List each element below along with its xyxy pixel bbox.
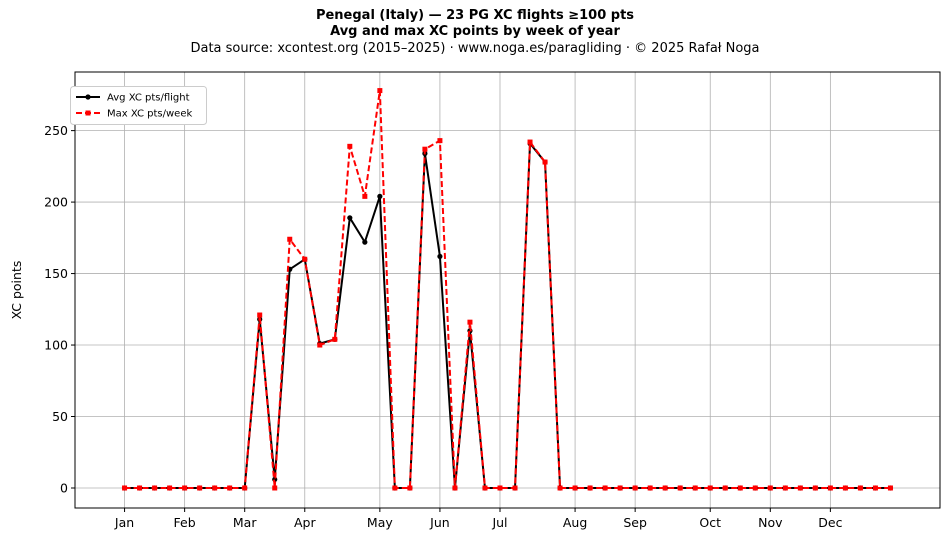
data-point-max — [197, 485, 203, 491]
data-point-max — [512, 485, 518, 491]
plot-frame — [74, 71, 941, 509]
x-tick-label: Jul — [491, 515, 507, 530]
legend-marker-0 — [85, 94, 91, 100]
grid-lines — [75, 72, 940, 508]
data-point-max — [452, 485, 458, 491]
data-point-max — [167, 485, 173, 491]
data-point-max — [467, 319, 473, 325]
data-point-max — [437, 138, 443, 144]
data-point-max — [377, 88, 383, 94]
data-point-max — [797, 485, 803, 491]
data-point-max — [812, 485, 818, 491]
y-tick-label: 200 — [44, 195, 68, 210]
x-tick-label: Mar — [233, 515, 257, 530]
x-tick-label: Oct — [699, 515, 721, 530]
x-tick-label: May — [367, 515, 393, 530]
data-point-max — [332, 336, 338, 342]
chart-title-line2: Avg and max XC points by week of year — [330, 24, 620, 39]
series-layer — [121, 88, 894, 491]
data-point-max — [872, 485, 878, 491]
data-point-max — [632, 485, 638, 491]
data-point-max — [527, 139, 533, 145]
data-point-max — [242, 485, 248, 491]
data-point-max — [647, 485, 653, 491]
data-point-max — [422, 146, 428, 152]
y-tick-label: 0 — [60, 480, 68, 495]
data-point-max — [317, 342, 323, 348]
y-tick-label: 150 — [44, 266, 68, 281]
x-tick-label: Jan — [114, 515, 134, 530]
data-point-max — [767, 485, 773, 491]
data-point-max — [497, 485, 503, 491]
data-point-max — [887, 485, 893, 491]
y-tick-label: 50 — [52, 409, 68, 424]
data-point-max — [392, 485, 398, 491]
data-point-max — [572, 485, 578, 491]
data-point-max — [557, 485, 563, 491]
x-tick-label: Feb — [174, 515, 196, 530]
x-tick-label: Apr — [294, 515, 316, 530]
data-point-max — [302, 256, 308, 262]
data-point-max — [692, 485, 698, 491]
series-line-1 — [124, 89, 891, 489]
data-point-avg — [362, 239, 368, 245]
y-tick-label: 100 — [44, 338, 68, 353]
data-point-max — [182, 485, 188, 491]
legend-box — [70, 86, 207, 125]
data-point-max — [152, 485, 158, 491]
data-point-max — [782, 485, 788, 491]
data-point-max — [227, 485, 233, 491]
y-tick-label: 250 — [44, 123, 68, 138]
data-point-max — [482, 485, 488, 491]
series-line-0 — [124, 142, 891, 489]
data-point-max — [602, 485, 608, 491]
data-point-max — [842, 485, 848, 491]
data-point-max — [617, 485, 623, 491]
x-tick-label: Dec — [818, 515, 842, 530]
axes: 0 50 100 150 200 250 Jan Feb Mar Apr May Jun Jul Aug S… — [44, 123, 842, 530]
chart-subtitle: Data source: xcontest.org (2015–2025) · … — [190, 41, 760, 56]
data-point-max — [122, 485, 128, 491]
x-tick-label: Nov — [758, 515, 783, 530]
data-point-max — [662, 485, 668, 491]
data-point-max — [587, 485, 593, 491]
x-tick-label: Jun — [429, 515, 450, 530]
chart-title-block: Penegal (Italy) — 23 PG XC flights ≥100 … — [0, 8, 950, 57]
data-point-avg — [437, 253, 443, 260]
data-point-max — [257, 312, 263, 318]
data-point-max — [677, 485, 683, 491]
data-point-max — [362, 193, 368, 199]
data-point-max — [707, 485, 713, 491]
legend: Avg XC pts/flight Max XC pts/week — [70, 86, 207, 125]
legend-label-0: Avg XC pts/flight — [107, 93, 190, 104]
data-point-max — [137, 485, 143, 491]
data-point-max — [287, 236, 293, 242]
data-point-max — [752, 485, 758, 491]
x-tick-label: Sep — [623, 515, 647, 530]
x-tick-label: Aug — [563, 515, 587, 530]
legend-marker-1 — [85, 110, 91, 116]
data-point-max — [347, 143, 353, 149]
data-point-max — [212, 485, 218, 491]
data-point-max — [542, 159, 548, 165]
data-point-max — [827, 485, 833, 491]
data-point-max — [407, 485, 413, 491]
data-point-max — [737, 485, 743, 491]
chart-title-line1: Penegal (Italy) — 23 PG XC flights ≥100 … — [315, 8, 635, 23]
data-point-max — [857, 485, 863, 491]
data-point-max — [272, 485, 278, 491]
data-point-avg — [377, 193, 383, 199]
data-point-max — [722, 485, 728, 491]
legend-label-1: Max XC pts/week — [107, 109, 192, 120]
data-point-avg — [347, 215, 353, 221]
y-axis-label: XC points — [9, 261, 24, 320]
